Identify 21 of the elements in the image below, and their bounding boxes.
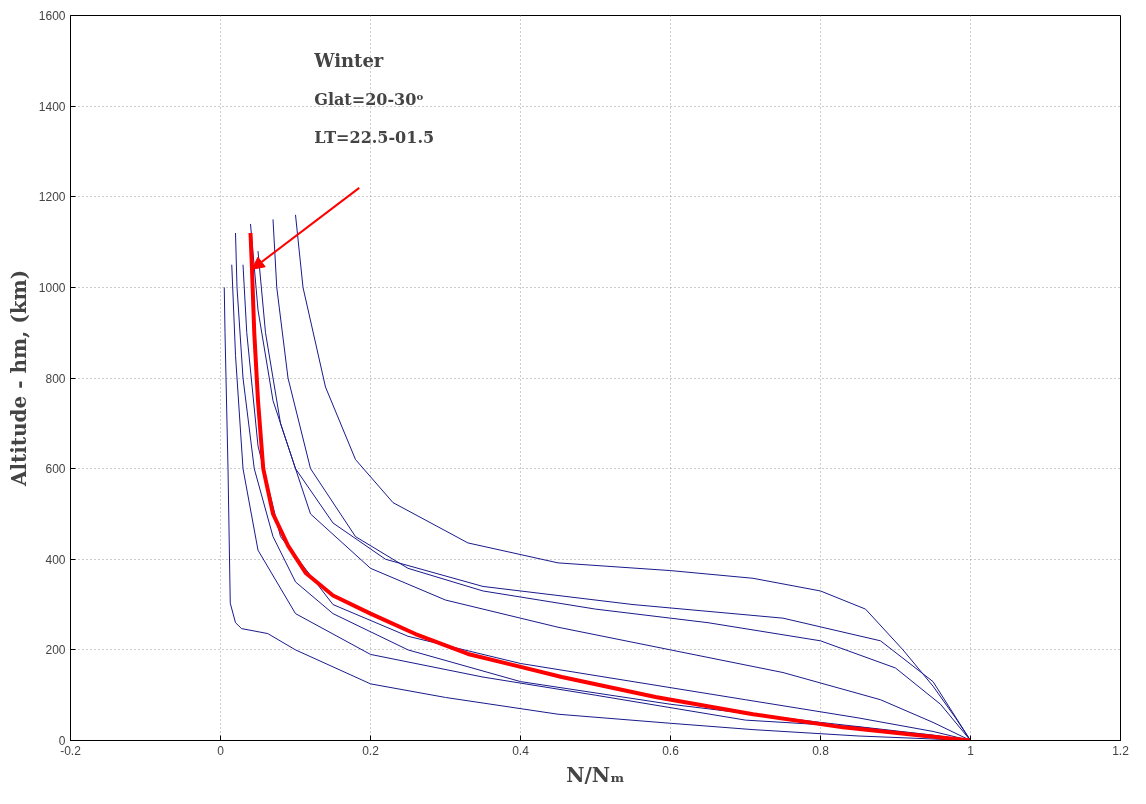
- x-tick-label: 1.2: [1112, 743, 1130, 758]
- y-axis-title: Altitude - hm, (km): [6, 269, 31, 488]
- x-tick-label: 1: [967, 743, 975, 758]
- annotation: Winter: [313, 50, 384, 72]
- y-tick-label: 600: [45, 462, 66, 477]
- y-tick-label: 400: [45, 552, 66, 567]
- y-tick-label: 800: [45, 371, 66, 386]
- y-tick-label: 1200: [38, 190, 66, 205]
- x-tick-label: 0.6: [662, 743, 680, 758]
- x-tick-label: 0.4: [512, 743, 530, 758]
- y-tick-label: 1400: [38, 99, 66, 114]
- x-tick-label: 0.2: [362, 743, 380, 758]
- annotation: Glat=20-30ᵒ: [314, 89, 424, 109]
- y-tick-label: 0: [58, 734, 66, 748]
- y-tick-label: 1000: [38, 280, 66, 295]
- y-tick-label: 200: [45, 643, 66, 658]
- annotation: LT=22.5-01.5: [314, 128, 435, 148]
- x-tick-label: 0: [217, 743, 225, 758]
- y-tick-label: 1600: [38, 9, 66, 23]
- x-tick-label: 0.8: [812, 743, 830, 758]
- x-axis-title: N/Nₘ: [566, 762, 625, 787]
